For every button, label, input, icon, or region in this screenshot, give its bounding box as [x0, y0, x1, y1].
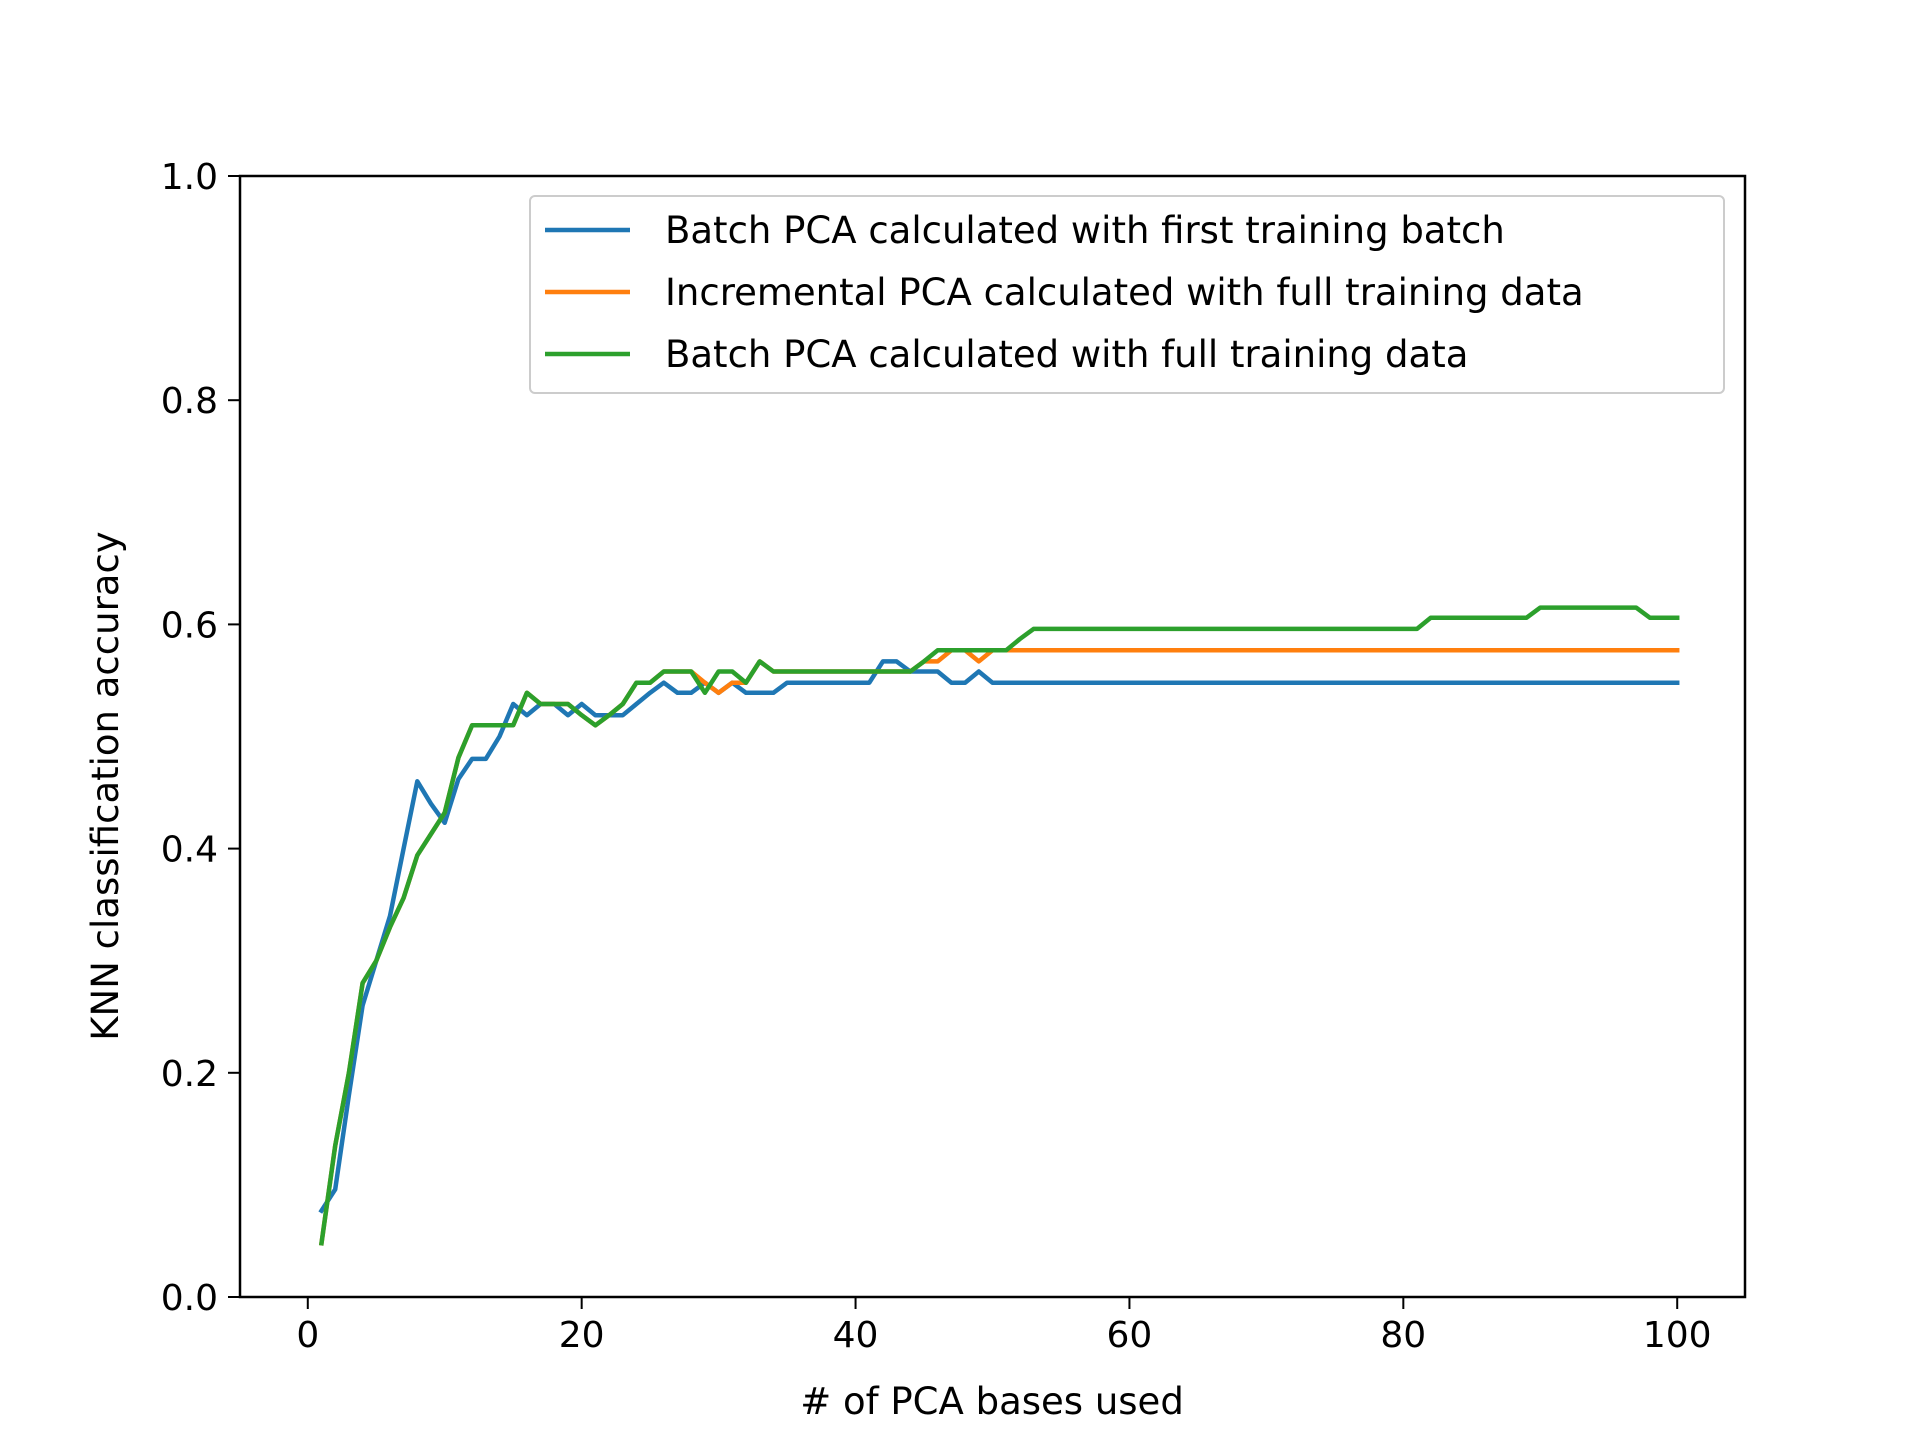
x-axis-label: # of PCA bases used	[800, 1380, 1184, 1423]
x-tick-label: 20	[559, 1315, 605, 1356]
series-layer	[318, 605, 1680, 1246]
x-tick-label: 60	[1107, 1315, 1153, 1356]
y-tick-label: 0.2	[161, 1054, 218, 1095]
legend-box	[529, 195, 1725, 394]
legend-label-1: Batch PCA calculated with first training…	[665, 209, 1505, 252]
x-tick-label: 80	[1380, 1315, 1426, 1356]
series-line-3	[318, 605, 1680, 1246]
y-tick-label: 0.4	[161, 830, 218, 871]
legend-label-2: Incremental PCA calculated with full tra…	[665, 271, 1584, 314]
x-tick-label: 0	[296, 1315, 319, 1356]
y-tick-label: 0.8	[161, 381, 218, 422]
x-tick-label: 100	[1643, 1315, 1712, 1356]
y-axis-label: KNN classification accuracy	[84, 531, 127, 1040]
legend-label-3: Batch PCA calculated with full training …	[665, 333, 1468, 376]
y-tick-label: 0.0	[161, 1278, 218, 1319]
y-tick-label: 1.0	[161, 157, 218, 198]
plot-frame	[238, 174, 1747, 1299]
y-axis: 0.0 0.2 0.4 0.6 0.8 1.0	[161, 157, 240, 1319]
x-tick-label: 40	[833, 1315, 879, 1356]
x-axis: 0 20 40 60 80 100	[296, 1297, 1712, 1356]
y-tick-label: 0.6	[161, 605, 218, 646]
legend: Batch PCA calculated with first training…	[529, 195, 1725, 394]
